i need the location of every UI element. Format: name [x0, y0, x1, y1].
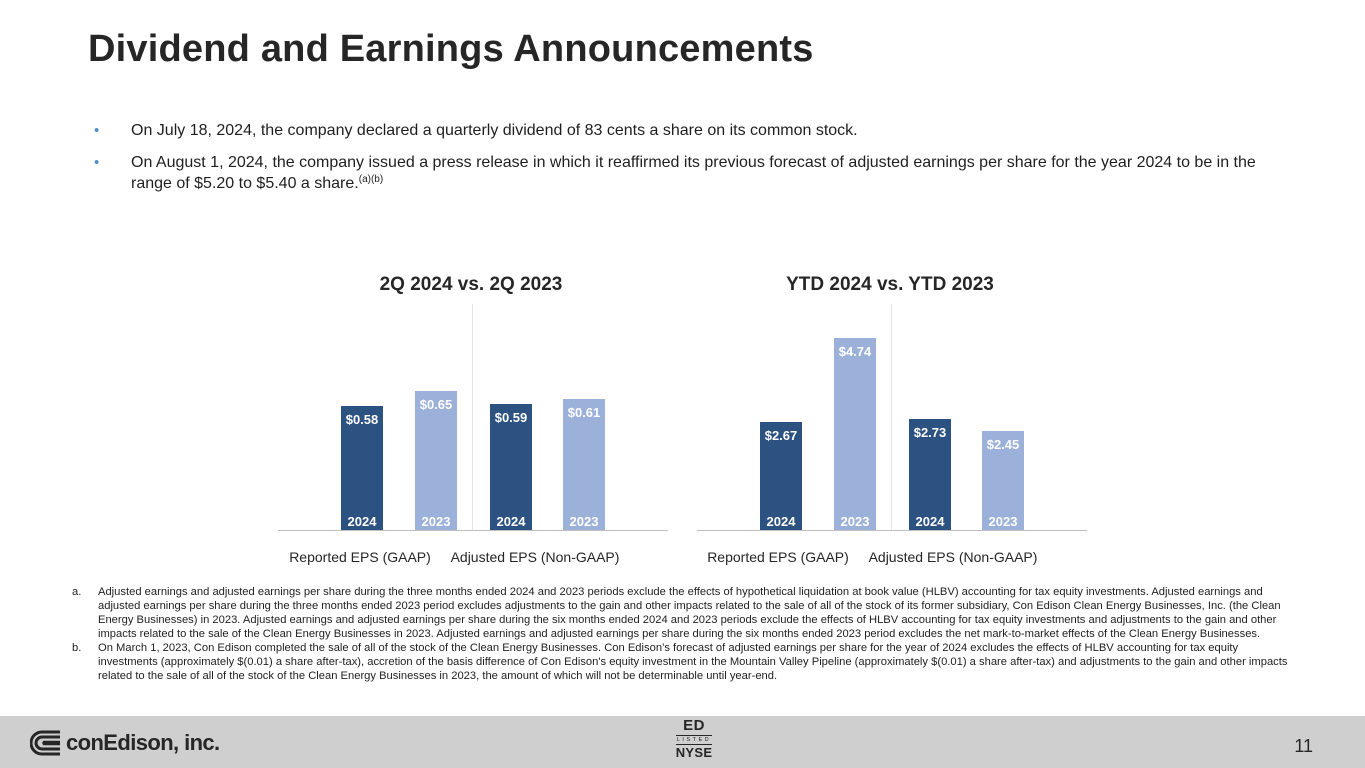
bullet-marker: •: [94, 154, 100, 171]
group-divider: [891, 304, 892, 530]
bullet-dividend: • On July 18, 2024, the company declared…: [94, 120, 1274, 141]
bar-2024-adjusted: [909, 419, 951, 530]
nyse-exchange: NYSE: [675, 745, 713, 760]
chart-quarterly-eps: 2Q 2024 vs. 2Q 2023 $0.58 2024 $0.65 2023 Rep…: [278, 268, 668, 578]
bullet-text: On July 18, 2024, the company declared a…: [131, 122, 858, 139]
chart-ytd-eps: YTD 2024 vs. YTD 2023 $2.67 2024 $4.74 2023 R…: [697, 268, 1087, 578]
announcement-list: • On July 18, 2024, the company declared…: [94, 120, 1274, 205]
bar-2023-adjusted: [982, 431, 1024, 530]
slide-title: Dividend and Earnings Announcements: [88, 28, 814, 70]
group-label: Reported EPS (GAAP): [707, 549, 849, 565]
bar-value-label: $4.74: [838, 344, 872, 359]
group-label: Adjusted EPS (Non-GAAP): [868, 549, 1038, 565]
chart-title: YTD 2024 vs. YTD 2023: [786, 274, 994, 295]
footnote-letter: b.: [72, 642, 82, 654]
bar-year-label: 2023: [988, 514, 1018, 529]
chart-title: 2Q 2024 vs. 2Q 2023: [379, 274, 563, 295]
footnote-text: On March 1, 2023, Con Edison completed t…: [98, 642, 1288, 682]
bar-value-label: $0.61: [567, 405, 601, 420]
bar-value-label: $0.59: [494, 410, 528, 425]
conedison-logo: conEdison, inc.: [29, 729, 220, 757]
conedison-logo-icon: [29, 730, 60, 756]
footnote-letter: a.: [72, 586, 82, 598]
bar-year-label: 2024: [347, 514, 377, 529]
footnote-text: Adjusted earnings and adjusted earnings …: [98, 586, 1281, 640]
bar-year-label: 2023: [569, 514, 599, 529]
bullet-text: On August 1, 2024, the company issued a …: [131, 154, 1256, 192]
chart-baseline: [697, 530, 1087, 531]
footnote-b: b. On March 1, 2023, Con Edison complete…: [72, 641, 1292, 683]
footnotes: a. Adjusted earnings and adjusted earnin…: [72, 585, 1292, 683]
bar-year-label: 2023: [421, 514, 451, 529]
group-divider: [472, 304, 473, 530]
bar-year-label: 2024: [766, 514, 796, 529]
nyse-listed-badge: ED LISTED NYSE: [672, 718, 716, 764]
bar-value-label: $2.73: [913, 425, 947, 440]
nyse-listed-text: LISTED: [676, 735, 712, 745]
footnote-reference: (a)(b): [358, 174, 384, 185]
page-number: 11: [1294, 736, 1313, 756]
bar-2024-reported: [341, 406, 383, 530]
footer-bar: conEdison, inc. ED LISTED NYSE 11: [0, 716, 1365, 768]
bar-year-label: 2023: [840, 514, 870, 529]
bullet-earnings-forecast: • On August 1, 2024, the company issued …: [94, 152, 1274, 194]
bar-year-label: 2024: [496, 514, 526, 529]
bar-2024-reported: [760, 422, 802, 530]
footnote-a: a. Adjusted earnings and adjusted earnin…: [72, 585, 1292, 641]
bar-value-label: $0.65: [419, 397, 453, 412]
bar-2023-reported: [415, 391, 457, 530]
bar-2023-adjusted: [563, 399, 605, 530]
logo-wordmark: conEdison, inc.: [66, 730, 220, 755]
nyse-ticker: ED: [683, 717, 705, 734]
bar-year-label: 2024: [915, 514, 945, 529]
bar-2024-adjusted: [490, 404, 532, 530]
bar-value-label: $2.45: [986, 437, 1020, 452]
bar-value-label: $2.67: [764, 428, 798, 443]
bullet-marker: •: [94, 122, 100, 139]
group-label: Reported EPS (GAAP): [289, 549, 431, 565]
bar-2023-reported: [834, 338, 876, 530]
bar-value-label: $0.58: [345, 412, 379, 427]
chart-baseline: [278, 530, 668, 531]
group-label: Adjusted EPS (Non-GAAP): [450, 549, 620, 565]
